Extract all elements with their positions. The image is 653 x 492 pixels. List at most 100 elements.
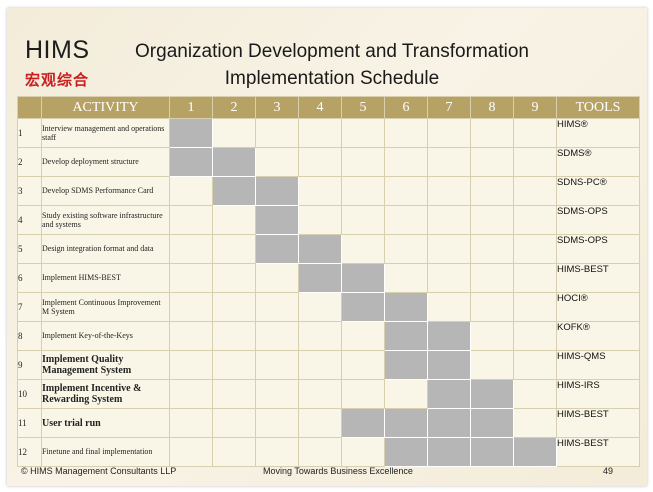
activity-cell: Study existing software infrastructure a… (41, 205, 170, 235)
schedule-row: 4 Study existing software infrastructure … (17, 205, 640, 235)
schedule-empty-cell (212, 205, 256, 235)
schedule-empty-cell (513, 118, 557, 148)
tool-cell: SDNS-PC® (556, 176, 640, 206)
row-number: 4 (17, 205, 42, 235)
activity-cell: Implement Quality Management System (41, 350, 170, 380)
schedule-row: 5 Design integration format and data SDMS-… (17, 234, 640, 264)
schedule-empty-cell (255, 350, 299, 380)
schedule-row: 10 Implement Incentive & Rewarding System… (17, 379, 640, 409)
schedule-empty-cell (341, 321, 385, 351)
schedule-empty-cell (298, 118, 342, 148)
schedule-empty-cell (470, 263, 514, 293)
schedule-row: 9 Implement Quality Management System HIMS… (17, 350, 640, 380)
header-period: 2 (212, 96, 256, 119)
header-period: 1 (169, 96, 213, 119)
schedule-empty-cell (212, 234, 256, 264)
header-period: 7 (427, 96, 471, 119)
activity-cell: Finetune and final implementation (41, 437, 170, 467)
schedule-empty-cell (298, 147, 342, 177)
schedule-bar-cell (255, 234, 299, 264)
schedule-empty-cell (470, 147, 514, 177)
schedule-empty-cell (513, 350, 557, 380)
schedule-empty-cell (212, 437, 256, 467)
schedule-empty-cell (427, 292, 471, 322)
schedule-bar-cell (470, 408, 514, 438)
schedule-bar-cell (298, 234, 342, 264)
schedule-empty-cell (427, 205, 471, 235)
slide: HIMS 宏观综合 Organization Development and T… (7, 8, 647, 486)
schedule-bar-cell (341, 263, 385, 293)
schedule-empty-cell (470, 176, 514, 206)
schedule-empty-cell (298, 292, 342, 322)
row-number: 7 (17, 292, 42, 322)
schedule-empty-cell (470, 350, 514, 380)
tool-cell: HIMS® (556, 118, 640, 148)
schedule-empty-cell (470, 234, 514, 264)
schedule-bar-cell (470, 379, 514, 409)
footer-tagline: Moving Towards Business Excellence (263, 466, 413, 476)
schedule-empty-cell (255, 263, 299, 293)
slide-title-line-1: Organization Development and Transformat… (135, 41, 529, 62)
row-number: 6 (17, 263, 42, 293)
schedule-empty-cell (212, 321, 256, 351)
schedule-empty-cell (384, 263, 428, 293)
schedule-empty-cell (169, 350, 213, 380)
schedule-empty-cell (513, 147, 557, 177)
schedule-row: 7 Implement Continuous Improvement M Syst… (17, 292, 640, 322)
schedule-empty-cell (384, 205, 428, 235)
schedule-empty-cell (255, 408, 299, 438)
activity-cell: User trial run (41, 408, 170, 438)
schedule-empty-cell (513, 321, 557, 351)
tool-cell: SDMS-OPS (556, 205, 640, 235)
activity-cell: Implement Continuous Improvement M Syste… (41, 292, 170, 322)
schedule-row: 6 Implement HIMS-BEST HIMS-BEST (17, 263, 640, 293)
schedule-bar-cell (255, 205, 299, 235)
schedule-body: 1 Interview management and operations sta… (17, 118, 640, 467)
row-number: 3 (17, 176, 42, 206)
schedule-bar-cell (212, 176, 256, 206)
row-number: 9 (17, 350, 42, 380)
schedule-empty-cell (255, 147, 299, 177)
schedule-empty-cell (384, 234, 428, 264)
schedule-row: 11 User trial run HIMS-BEST (17, 408, 640, 438)
schedule-empty-cell (169, 263, 213, 293)
schedule-empty-cell (513, 379, 557, 409)
footer-copyright: © HIMS Management Consultants LLP (21, 466, 177, 476)
schedule-empty-cell (298, 205, 342, 235)
activity-cell: Interview management and operations staf… (41, 118, 170, 148)
schedule-row: 2 Develop deployment structure SDMS® (17, 147, 640, 177)
schedule-bar-cell (427, 350, 471, 380)
schedule-empty-cell (427, 147, 471, 177)
schedule-bar-cell (427, 321, 471, 351)
schedule-empty-cell (341, 176, 385, 206)
tool-cell: HIMS-QMS (556, 350, 640, 380)
schedule-bar-cell (341, 292, 385, 322)
schedule-empty-cell (212, 263, 256, 293)
schedule-table: ACTIVITY 1 2 3 4 5 6 7 8 9 TOOLS 1 Interv… (17, 96, 640, 467)
schedule-header-row: ACTIVITY 1 2 3 4 5 6 7 8 9 TOOLS (17, 96, 640, 119)
header-activity: ACTIVITY (41, 96, 170, 119)
header-period: 8 (470, 96, 514, 119)
schedule-empty-cell (470, 321, 514, 351)
schedule-bar-cell (255, 176, 299, 206)
schedule-empty-cell (255, 321, 299, 351)
header-period: 9 (513, 96, 557, 119)
tool-cell: HIMS-BEST (556, 437, 640, 467)
schedule-empty-cell (298, 176, 342, 206)
schedule-empty-cell (169, 292, 213, 322)
schedule-empty-cell (341, 437, 385, 467)
schedule-empty-cell (470, 205, 514, 235)
schedule-bar-cell (427, 437, 471, 467)
schedule-bar-cell (427, 408, 471, 438)
schedule-empty-cell (212, 292, 256, 322)
activity-cell: Develop deployment structure (41, 147, 170, 177)
row-number: 12 (17, 437, 42, 467)
schedule-bar-cell (513, 437, 557, 467)
slide-title: Organization Development and Transformat… (107, 38, 557, 92)
schedule-bar-cell (384, 408, 428, 438)
schedule-empty-cell (169, 176, 213, 206)
schedule-empty-cell (212, 379, 256, 409)
schedule-empty-cell (384, 176, 428, 206)
schedule-bar-cell (169, 147, 213, 177)
schedule-empty-cell (298, 350, 342, 380)
